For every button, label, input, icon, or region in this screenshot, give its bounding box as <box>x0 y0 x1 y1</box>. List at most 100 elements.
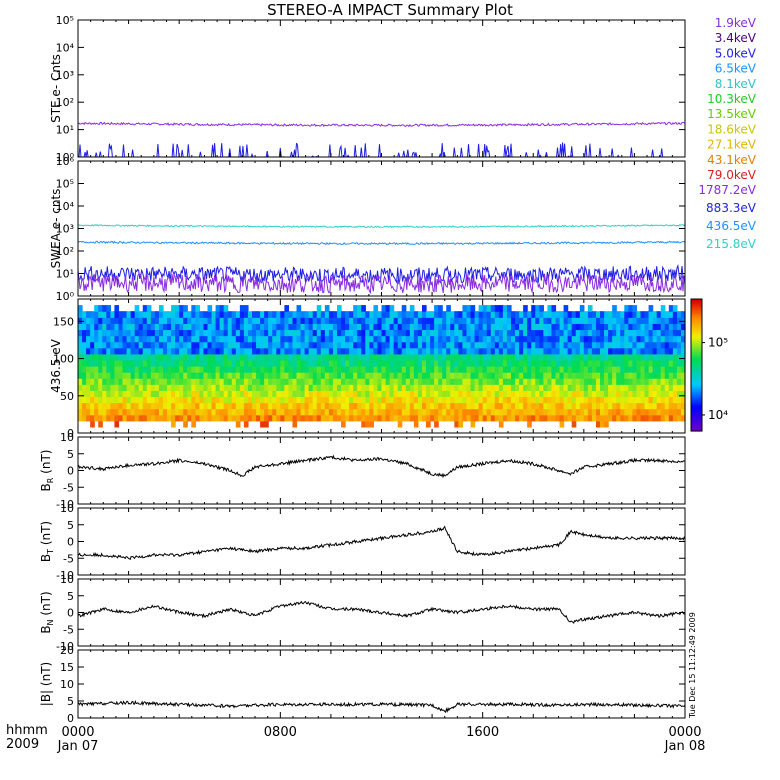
heatmap-cell <box>239 347 245 355</box>
heatmap-cell <box>401 366 407 373</box>
heatmap-cell <box>543 366 549 373</box>
colorbar-cell <box>691 367 702 370</box>
y-tick-label: 10⁰ <box>56 290 75 303</box>
heatmap-cell <box>357 390 362 398</box>
heatmap-cell <box>385 372 391 379</box>
heatmap-cell <box>126 402 132 410</box>
heatmap-cell <box>393 378 399 385</box>
heatmap-cell <box>421 390 427 398</box>
heatmap-cell <box>434 420 439 428</box>
heatmap-cell <box>575 384 581 391</box>
heatmap-cell <box>547 384 553 391</box>
heatmap-cell <box>195 353 200 361</box>
heatmap-cell <box>239 311 245 318</box>
heatmap-cell <box>118 408 124 416</box>
heatmap-cell <box>640 408 646 416</box>
heatmap-cell <box>559 366 565 373</box>
heatmap-cell <box>296 402 302 410</box>
heatmap-cell <box>300 341 306 349</box>
heatmap-cell <box>624 390 629 398</box>
heatmap-cell <box>393 414 399 422</box>
heatmap-cell <box>223 359 229 367</box>
heatmap-cell <box>187 366 192 373</box>
heatmap-cell <box>312 402 318 410</box>
heatmap-cell <box>102 353 107 361</box>
heatmap-cell <box>579 408 585 416</box>
heatmap-cell <box>162 329 168 337</box>
heatmap-cell <box>82 396 87 404</box>
heatmap-cell <box>361 366 366 373</box>
heatmap-cell <box>207 378 213 385</box>
heatmap-cell <box>239 396 245 404</box>
heatmap-cell <box>652 372 658 379</box>
heatmap-cell <box>324 372 330 379</box>
heatmap-cell <box>664 372 670 379</box>
heatmap-cell <box>118 329 124 337</box>
heatmap-cell <box>82 378 87 385</box>
heatmap-cell <box>219 408 225 416</box>
heatmap-cell <box>191 335 196 343</box>
heatmap-cell <box>397 311 403 318</box>
heatmap-cell <box>312 390 318 398</box>
heatmap-cell <box>191 420 196 428</box>
heatmap-cell <box>587 402 593 410</box>
heatmap-cell <box>284 414 290 422</box>
colorbar-cell <box>691 316 702 320</box>
heatmap-cell <box>442 353 447 361</box>
heatmap-cell <box>211 384 217 391</box>
heatmap-cell <box>247 402 253 410</box>
heatmap-cell <box>640 384 646 391</box>
heatmap-cell <box>405 408 411 416</box>
heatmap-cell <box>478 359 484 367</box>
heatmap-cell <box>78 305 83 312</box>
heatmap-cell <box>207 359 213 367</box>
heatmap-cell <box>515 414 520 422</box>
heatmap-cell <box>442 323 447 331</box>
heatmap-cell <box>664 353 670 361</box>
heatmap-cell <box>644 366 650 373</box>
heatmap-cell <box>122 384 128 391</box>
heatmap-cell <box>369 384 375 391</box>
heatmap-cell <box>506 366 512 373</box>
heatmap-cell <box>114 402 120 410</box>
heatmap-cell <box>446 372 451 379</box>
heatmap-cell <box>466 341 472 349</box>
heatmap-cell <box>227 347 233 355</box>
heatmap-cell <box>523 372 528 379</box>
heatmap-cell <box>211 402 217 410</box>
heatmap-cell <box>608 378 613 385</box>
heatmap-cell <box>357 305 362 312</box>
timestamp-text: Tue Dec 15 11:12:49 2009 <box>688 612 697 718</box>
heatmap-cell <box>219 323 225 331</box>
heatmap-cell <box>223 372 229 379</box>
heatmap-cell <box>219 359 225 367</box>
heatmap-cell <box>239 317 245 324</box>
heatmap-cell <box>494 396 500 404</box>
heatmap-cell <box>527 372 532 379</box>
heatmap-cell <box>462 341 468 349</box>
heatmap-cell <box>381 372 387 379</box>
heatmap-cell <box>336 378 342 385</box>
colorbar-cell <box>691 362 702 366</box>
heatmap-cell <box>506 408 512 416</box>
heatmap-cell <box>284 396 290 404</box>
heatmap-cell <box>142 353 148 361</box>
heatmap-cell <box>648 408 654 416</box>
heatmap-cell <box>409 396 415 404</box>
heatmap-cell <box>357 311 362 318</box>
heatmap-cell <box>409 329 415 337</box>
heatmap-cell <box>551 366 557 373</box>
heatmap-cell <box>288 390 294 398</box>
heatmap-cell <box>628 329 633 337</box>
heatmap-cell <box>179 335 184 343</box>
colorbar-cell <box>691 417 702 421</box>
heatmap-cell <box>539 372 544 379</box>
heatmap-cell <box>102 335 107 343</box>
heatmap-cell <box>652 390 658 398</box>
heatmap-cell <box>535 390 540 398</box>
heatmap-cell <box>146 396 152 404</box>
heatmap-cell <box>535 329 540 337</box>
heatmap-cell <box>320 396 326 404</box>
heatmap-cell <box>413 335 419 343</box>
heatmap-cell <box>612 378 617 385</box>
